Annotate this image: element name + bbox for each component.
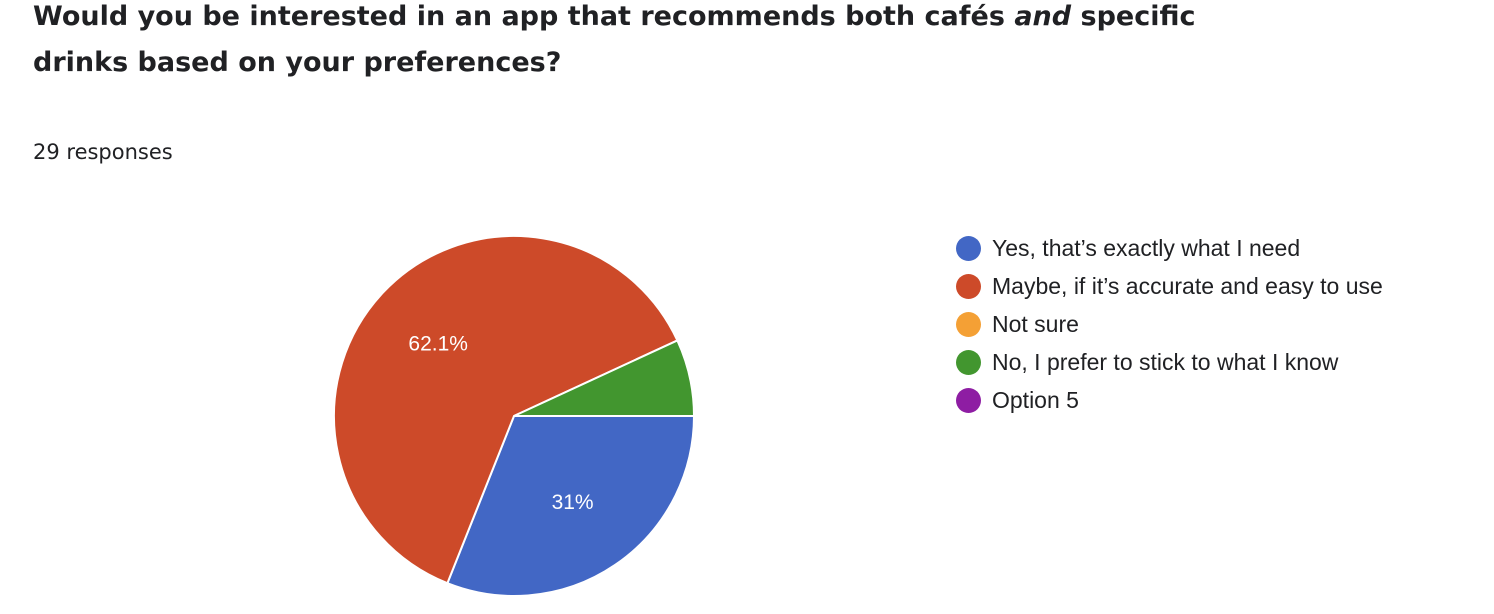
question-line-2: drinks based on your preferences? bbox=[33, 47, 562, 78]
legend-label: No, I prefer to stick to what I know bbox=[992, 348, 1339, 375]
legend-swatch-icon bbox=[956, 235, 981, 261]
legend-swatch-icon bbox=[956, 273, 981, 299]
legend-swatch-icon bbox=[956, 387, 981, 413]
question-text-start: Would you be interested in an app that r… bbox=[33, 1, 1015, 32]
question-title: Would you be interested in an app that r… bbox=[33, 0, 1233, 86]
pie-slice-2[interactable] bbox=[333, 235, 679, 585]
pie-slice-1[interactable] bbox=[446, 415, 696, 597]
legend-label: Option 5 bbox=[992, 386, 1079, 413]
question-emphasis: and bbox=[1014, 1, 1072, 32]
pie-slice-4[interactable] bbox=[513, 339, 696, 417]
question-text-end: specific bbox=[1071, 1, 1196, 32]
legend-label: Not sure bbox=[992, 310, 1079, 337]
chart-legend: Yes, that’s exactly what I need Maybe, if… bbox=[956, 229, 1383, 419]
question-line-1: Would you be interested in an app that r… bbox=[33, 0, 1233, 40]
legend-label: Maybe, if it’s accurate and easy to use bbox=[992, 272, 1383, 299]
legend-item-3[interactable]: Not sure bbox=[956, 305, 1383, 343]
legend-swatch-icon bbox=[956, 311, 981, 337]
legend-item-5[interactable]: Option 5 bbox=[956, 381, 1383, 419]
pie-chart: 31% 62.1% bbox=[333, 235, 696, 597]
response-count: 29 responses bbox=[33, 140, 173, 164]
pie-slice-label-2: 62.1% bbox=[408, 333, 468, 356]
pie-slice-label-1: 31% bbox=[552, 491, 594, 514]
legend-item-2[interactable]: Maybe, if it’s accurate and easy to use bbox=[956, 267, 1383, 305]
legend-label: Yes, that’s exactly what I need bbox=[992, 234, 1301, 261]
legend-item-1[interactable]: Yes, that’s exactly what I need bbox=[956, 229, 1383, 267]
legend-item-4[interactable]: No, I prefer to stick to what I know bbox=[956, 343, 1383, 381]
legend-swatch-icon bbox=[956, 349, 981, 375]
